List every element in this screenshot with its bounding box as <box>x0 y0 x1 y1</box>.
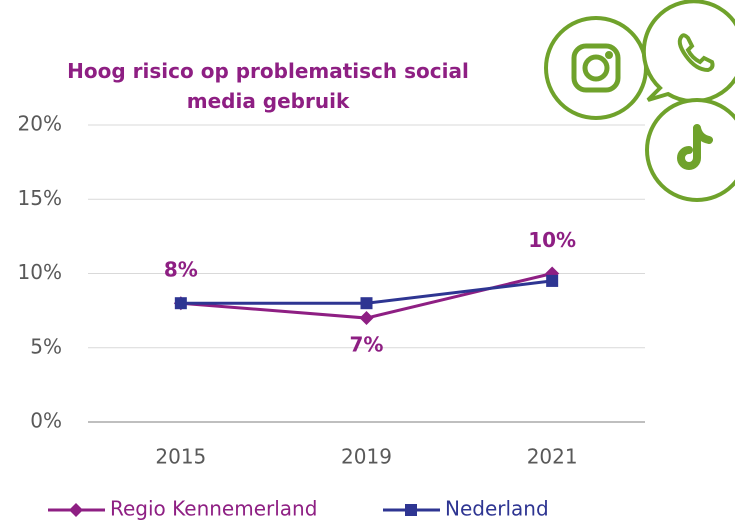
y-tick-label: 5% <box>30 334 62 358</box>
legend-label: Nederland <box>445 497 549 521</box>
data-label: 10% <box>528 228 576 252</box>
data-label: 8% <box>164 258 198 282</box>
data-point <box>359 311 374 326</box>
y-tick-label: 0% <box>30 409 62 433</box>
data-point <box>546 274 559 287</box>
x-tick-label: 2021 <box>527 445 578 469</box>
chart-title: Hoog risico op problematisch social medi… <box>67 59 469 113</box>
x-tick-label: 2019 <box>341 445 392 469</box>
data-label: 7% <box>350 333 384 357</box>
y-tick-label: 10% <box>18 260 62 284</box>
data-point <box>174 297 187 310</box>
legend-marker <box>405 504 417 516</box>
legend-label: Regio Kennemerland <box>110 497 317 521</box>
data-point <box>360 297 373 310</box>
x-tick-label: 2015 <box>155 445 206 469</box>
y-tick-label: 20% <box>18 112 62 136</box>
y-tick-label: 15% <box>18 186 62 210</box>
social-icons <box>544 0 735 202</box>
legend-marker <box>69 503 83 517</box>
